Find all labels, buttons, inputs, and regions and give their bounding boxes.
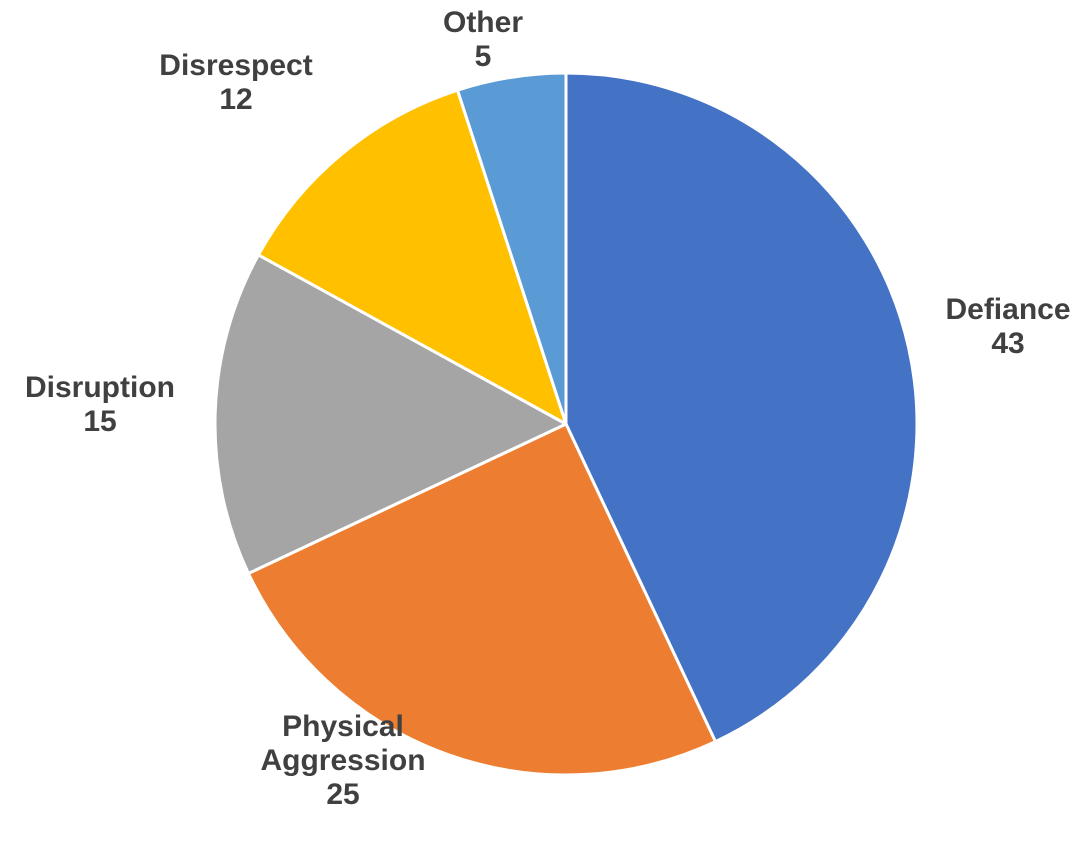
slice-value-label: 25: [326, 778, 359, 811]
slice-category-label: Aggression: [260, 744, 425, 777]
slice-category-label: Disrespect: [159, 49, 312, 82]
slice-value-label: 5: [475, 40, 492, 73]
slice-value-label: 43: [991, 327, 1024, 360]
slice-value-label: 12: [219, 83, 252, 116]
pie-slices: [213, 71, 919, 777]
slice-category-label: Defiance: [945, 293, 1070, 326]
pie-slice-physical-aggression: [246, 422, 717, 777]
slice-category-label: Physical: [282, 710, 404, 743]
slice-category-label: Other: [443, 6, 523, 39]
pie-slice-defiance: [564, 71, 919, 744]
slice-category-label: Disruption: [25, 371, 175, 404]
pie-slice-disruption: [213, 253, 568, 575]
pie-slice-other: [456, 71, 568, 426]
pie-slice-disrespect: [256, 88, 568, 426]
slice-value-label: 15: [83, 405, 116, 438]
